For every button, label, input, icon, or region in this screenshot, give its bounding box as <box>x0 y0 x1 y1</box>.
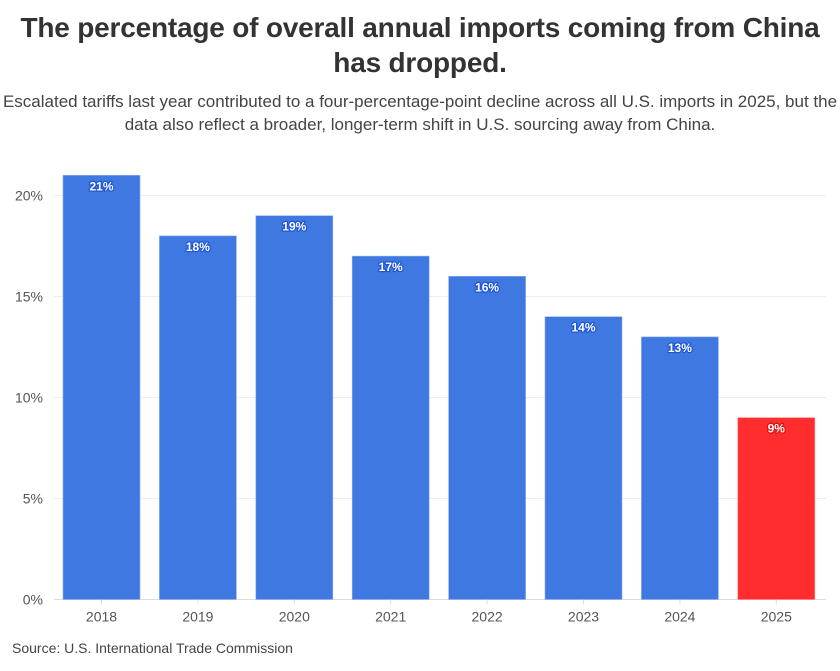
data-labels: 21% 18% 19% 17% 16% 14% 13% 9% <box>88 178 786 437</box>
bar <box>448 275 526 600</box>
chart-title: The percentage of overall annual imports… <box>20 12 820 78</box>
data-label: 13% <box>668 341 692 355</box>
bar <box>62 175 141 600</box>
bar <box>255 215 334 600</box>
x-tick-label: 2022 <box>472 609 503 625</box>
x-tick-label: 2024 <box>664 609 695 625</box>
x-tick-label: 2023 <box>568 609 599 625</box>
bars <box>62 175 816 600</box>
data-label: 18% <box>186 240 210 254</box>
data-label: 14% <box>571 321 595 335</box>
data-label: 17% <box>379 260 403 274</box>
data-label: 16% <box>475 280 499 294</box>
chart-subtitle: Escalated tariffs last year contributed … <box>2 92 838 134</box>
x-tick-label: 2019 <box>182 609 213 625</box>
x-tick-label: 2021 <box>375 609 406 625</box>
source-note: Source: U.S. International Trade Commiss… <box>12 640 293 656</box>
y-tick-label: 15% <box>15 289 43 305</box>
x-axis: 2018 2019 2020 2021 2022 2023 2024 2025 <box>86 599 792 625</box>
bar <box>159 235 237 600</box>
bar <box>737 417 816 600</box>
y-tick-label: 10% <box>15 390 43 406</box>
bar <box>544 316 623 600</box>
bar <box>351 255 430 600</box>
data-label: 9% <box>768 422 786 436</box>
data-label: 19% <box>282 220 306 234</box>
data-label: 21% <box>89 179 113 193</box>
x-tick-label: 2020 <box>279 609 310 625</box>
y-tick-label: 0% <box>23 592 43 608</box>
y-tick-label: 5% <box>23 491 43 507</box>
bar <box>641 336 719 600</box>
y-tick-label: 20% <box>15 188 43 204</box>
x-tick-label: 2025 <box>761 609 792 625</box>
x-tick-label: 2018 <box>86 609 117 625</box>
y-axis: 0% 5% 10% 15% 20% <box>15 188 43 608</box>
